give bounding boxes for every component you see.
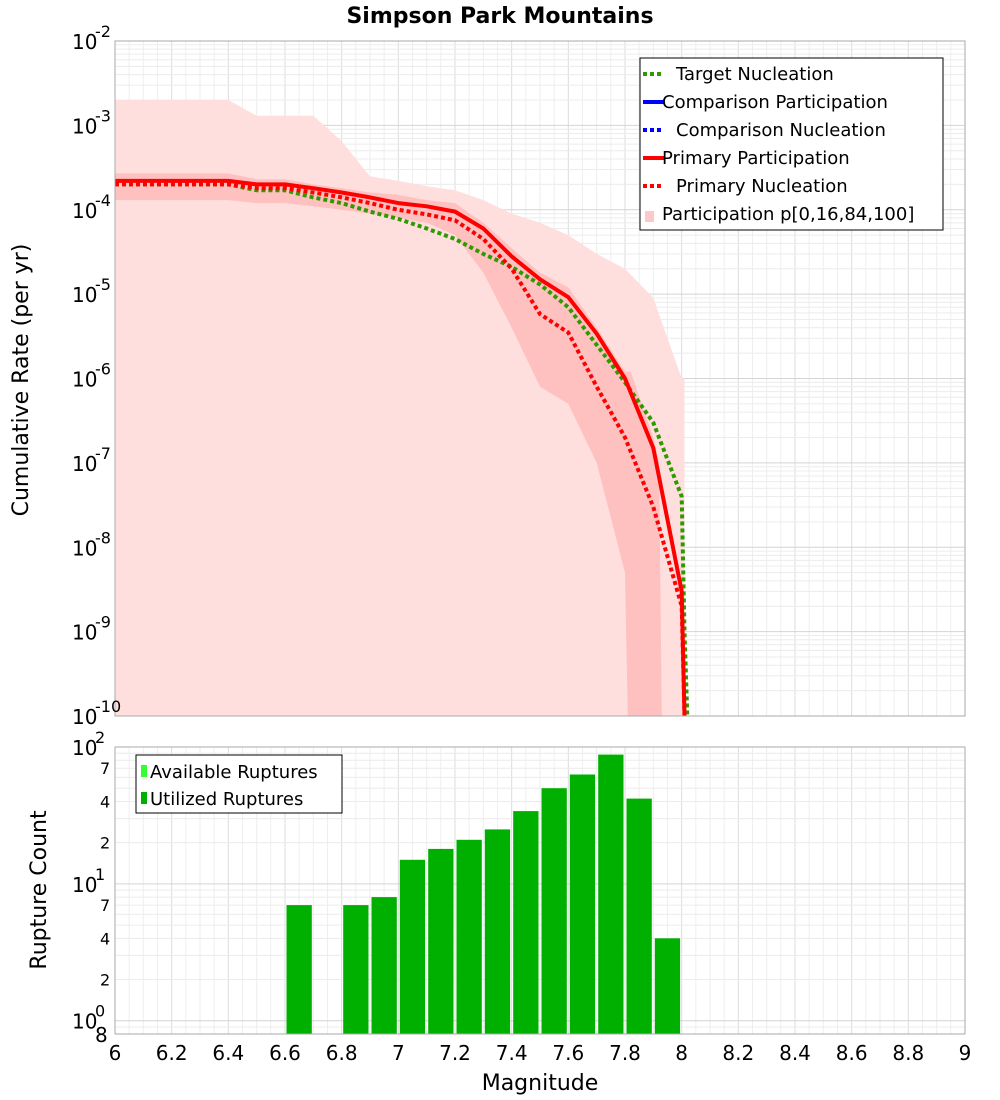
- rate-plot-frame: [114, 40, 966, 717]
- chart-title: Simpson Park Mountains: [346, 4, 653, 29]
- legend-label: Primary Participation: [662, 148, 850, 169]
- x-tick-label: 8.2: [722, 1041, 754, 1065]
- x-tick-label: 6.8: [326, 1041, 358, 1065]
- x-tick-label: 7.4: [496, 1041, 528, 1065]
- band-p0-p100: [115, 100, 685, 716]
- legend-box: [135, 754, 343, 814]
- bar: [484, 829, 511, 1034]
- y-minor-tick-label: 4: [100, 929, 110, 948]
- magnitude-axis-label: Magnitude: [482, 1071, 599, 1096]
- x-tick-label: 9: [959, 1041, 972, 1065]
- band-p16-p84: [115, 173, 662, 716]
- legend-label: Target Nucleation: [675, 64, 834, 85]
- x-tick-label: 8.6: [836, 1041, 868, 1065]
- y-tick-exponent: -9: [95, 613, 111, 632]
- bar: [343, 905, 369, 1034]
- x-tick-label: 6.2: [156, 1041, 188, 1065]
- y-tick-label: 10: [72, 199, 97, 223]
- y-minor-tick-label: 2: [100, 971, 110, 990]
- y-tick-exponent: -10: [95, 697, 121, 716]
- legend-label: Comparison Nucleation: [676, 120, 886, 141]
- bar: [569, 774, 596, 1034]
- bar: [626, 798, 652, 1034]
- y-tick-exponent: -2: [95, 22, 111, 41]
- x-tick-label: 6.4: [212, 1041, 244, 1065]
- bar: [598, 754, 624, 1034]
- legend-swatch: [645, 211, 654, 222]
- y-minor-tick-label: 7: [100, 896, 110, 915]
- legend-label: Available Ruptures: [150, 762, 318, 783]
- series-primary-nucleation: [115, 182, 687, 717]
- x-tick-label: 7.8: [609, 1041, 641, 1065]
- bar: [456, 839, 482, 1034]
- legend-box: [639, 57, 944, 231]
- rupture-count-axis-label: Rupture Count: [27, 810, 52, 970]
- y-tick-label: 10: [72, 705, 97, 729]
- y-tick-label: 10: [72, 114, 97, 138]
- y-tick-exponent: 1: [95, 865, 105, 884]
- rate-plot-lines: [115, 178, 690, 717]
- y-tick-exponent: -8: [95, 528, 111, 547]
- bar: [399, 859, 426, 1034]
- y-tick-label: 10: [72, 621, 97, 645]
- x-tick-label: 8.8: [892, 1041, 924, 1065]
- y-minor-tick-label: 8: [95, 1023, 108, 1047]
- y-minor-tick-label: 2: [100, 834, 110, 853]
- x-tick-label: 6: [109, 1041, 122, 1065]
- rupture-count-legend: Available Ruptures Utilized Ruptures: [135, 754, 343, 814]
- rate-axis-label: Cumulative Rate (per yr): [9, 244, 34, 517]
- y-tick-label: 10: [72, 736, 97, 760]
- x-tick-label: 8: [675, 1041, 688, 1065]
- rate-plot-legend: Target Nucleation Comparison Participatio…: [639, 57, 944, 231]
- bar: [428, 848, 454, 1034]
- bar: [654, 938, 681, 1034]
- x-tick-label: 7: [392, 1041, 405, 1065]
- legend-swatch: [141, 792, 147, 804]
- x-tick-label: 6.6: [269, 1041, 301, 1065]
- y-tick-exponent: -3: [95, 106, 111, 125]
- y-minor-tick-label: 7: [100, 759, 110, 778]
- bar: [513, 811, 539, 1034]
- y-tick-exponent: 2: [95, 728, 105, 747]
- y-tick-label: 10: [72, 873, 97, 897]
- x-tick-label: 7.6: [552, 1041, 584, 1065]
- rupture-count-plot-frame: [114, 746, 966, 1035]
- y-tick-exponent: -4: [95, 191, 111, 210]
- y-tick-label: 10: [72, 30, 97, 54]
- series-primary-participation: [115, 178, 687, 717]
- series-target-nucleation: [115, 182, 690, 717]
- y-tick-label: 10: [72, 283, 97, 307]
- y-tick-label: 10: [72, 1010, 97, 1034]
- y-minor-tick-label: 4: [100, 792, 110, 811]
- legend-swatch: [141, 765, 147, 777]
- y-tick-exponent: -7: [95, 444, 111, 463]
- bar: [286, 905, 312, 1034]
- legend-label: Participation p[0,16,84,100]: [662, 204, 914, 225]
- y-tick-label: 10: [72, 452, 97, 476]
- x-tick-label: 8.4: [779, 1041, 811, 1065]
- rupture-count-bars: [286, 754, 681, 1034]
- bar: [541, 788, 567, 1034]
- legend-label: Utilized Ruptures: [150, 789, 303, 810]
- bar: [371, 897, 397, 1034]
- rate-plot-bands: [115, 100, 685, 716]
- legend-label: Primary Nucleation: [676, 176, 848, 197]
- y-tick-exponent: -6: [95, 360, 111, 379]
- magnitude-x-ticks: 6 6.2 6.4 6.6 6.8 7 7.2 7.4 7.6 7.8 8 8.2 8.4 8.6 8.8 9: [109, 1041, 972, 1065]
- y-tick-exponent: -5: [95, 275, 111, 294]
- y-tick-exponent: 0: [95, 1002, 105, 1021]
- y-tick-label: 10: [72, 536, 97, 560]
- legend-label: Comparison Participation: [662, 92, 888, 113]
- x-tick-label: 7.2: [439, 1041, 471, 1065]
- y-tick-label: 10: [72, 368, 97, 392]
